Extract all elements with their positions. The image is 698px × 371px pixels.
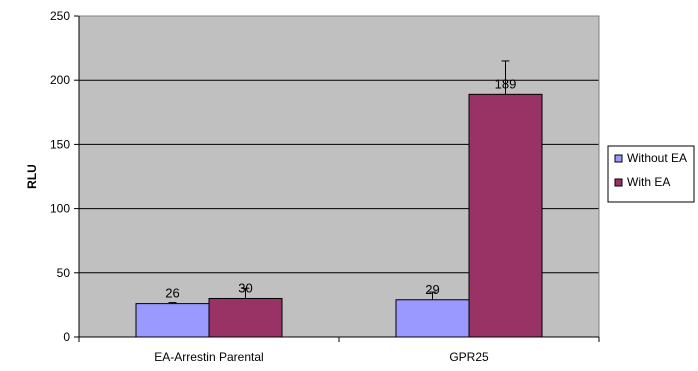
- data-labels: 26 30 29 189: [165, 76, 516, 300]
- bars: [135, 93, 543, 338]
- bar: [208, 297, 283, 338]
- y-axis-label: RLU: [25, 164, 39, 189]
- data-label: 29: [425, 282, 439, 297]
- y-tick-label: 150: [50, 137, 70, 151]
- y-tick-label: 0: [63, 330, 70, 344]
- bar: [395, 299, 470, 338]
- legend-swatch: [614, 154, 623, 163]
- legend-swatch: [614, 178, 623, 187]
- x-category-labels: EA-Arrestin Parental GPR25: [154, 350, 489, 364]
- legend: Without EA With EA: [607, 145, 695, 203]
- y-tick-label: 200: [50, 73, 70, 87]
- bar: [468, 93, 543, 338]
- x-category-label: GPR25: [449, 350, 489, 364]
- data-label: 26: [165, 286, 179, 301]
- legend-entry: With EA: [627, 175, 670, 189]
- y-tick-labels: 0 50 100 150 200 250: [50, 9, 70, 344]
- legend-entry: Without EA: [627, 151, 687, 165]
- bar: [135, 303, 210, 338]
- y-tick-label: 250: [50, 9, 70, 23]
- x-category-label: EA-Arrestin Parental: [154, 350, 263, 364]
- axes: [74, 15, 600, 342]
- y-tick-label: 100: [50, 202, 70, 216]
- error-bars: [168, 60, 510, 304]
- data-label: 30: [238, 280, 252, 295]
- data-label: 189: [495, 76, 517, 91]
- y-tick-label: 50: [57, 266, 71, 280]
